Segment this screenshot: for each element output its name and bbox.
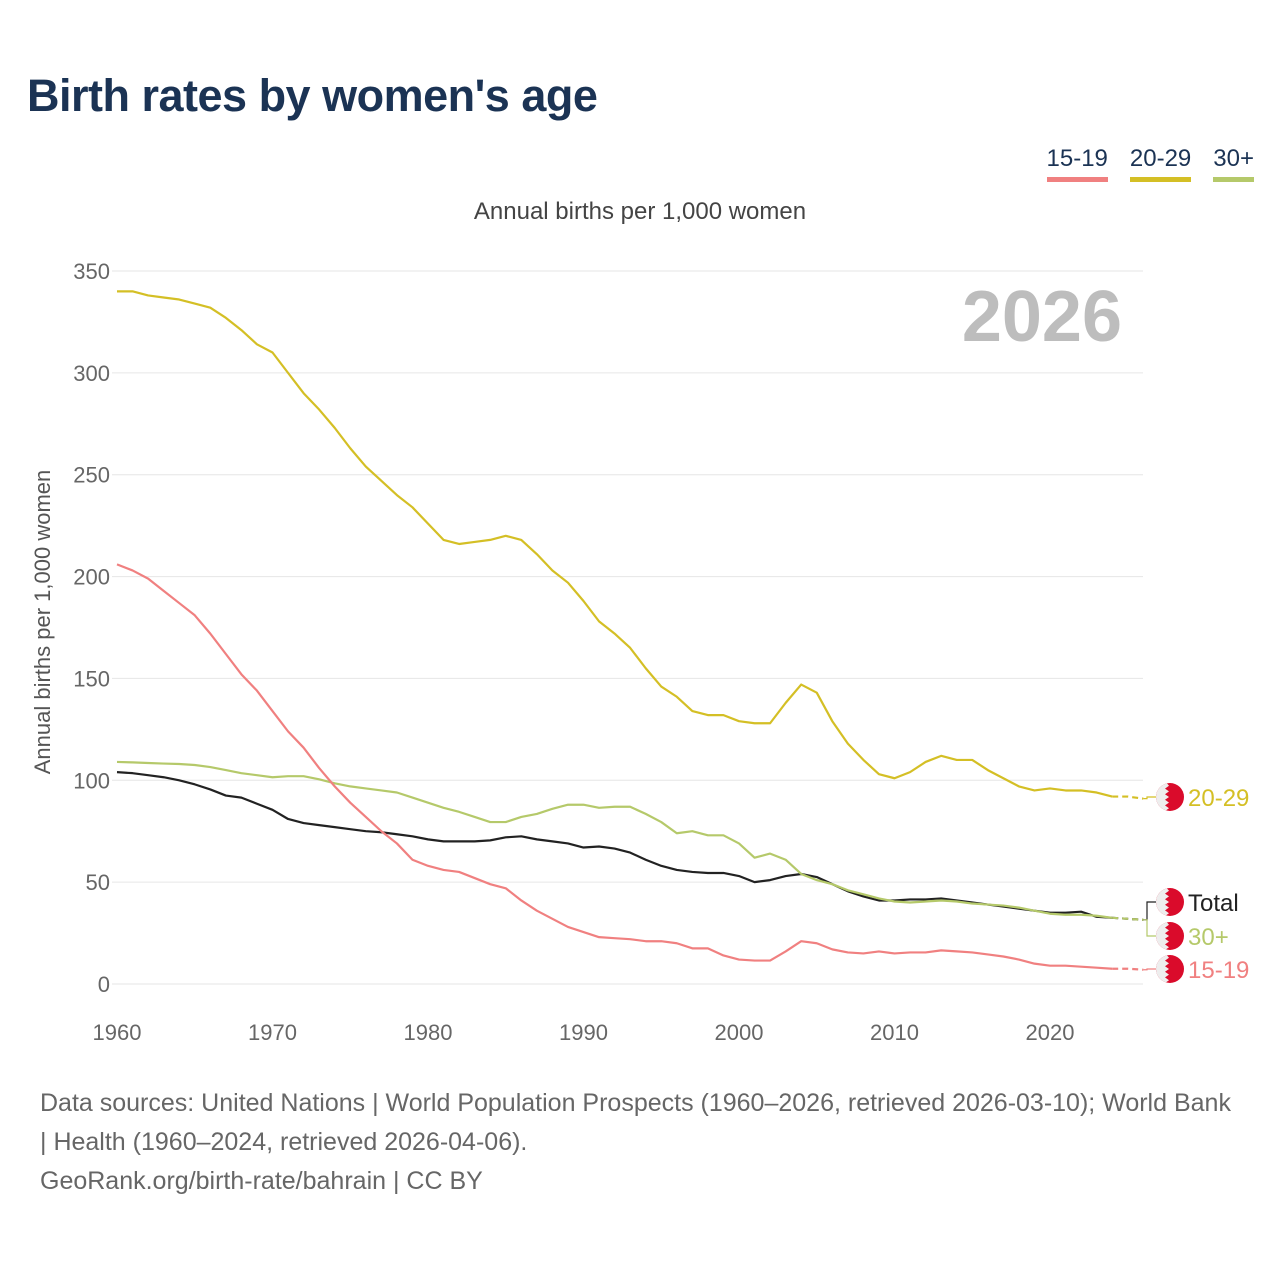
chart-subtitle: Annual births per 1,000 women — [473, 198, 807, 225]
connector-Total — [1143, 901, 1156, 921]
end-label-30+: 30+ — [1188, 924, 1229, 951]
y-axis-label: Annual births per 1,000 women — [30, 470, 55, 775]
footer: Data sources: United Nations | World Pop… — [40, 1084, 1240, 1201]
connector-20-29 — [1143, 796, 1156, 800]
flag-white-band — [1156, 922, 1169, 950]
series-line-15-19 — [116, 563, 1113, 970]
year-watermark: 2026 — [962, 277, 1122, 357]
flag-white-band — [1156, 783, 1169, 811]
x-tick-label: 1990 — [559, 1020, 608, 1045]
y-tick-label: 0 — [98, 972, 110, 997]
x-tick-label: 1960 — [93, 1020, 142, 1045]
connector-15-19 — [1143, 968, 1156, 971]
y-tick-label: 250 — [73, 463, 110, 488]
y-tick-label: 300 — [73, 361, 110, 386]
x-tick-label: 1980 — [404, 1020, 453, 1045]
legend-item-15-19[interactable]: 15-19 — [1046, 145, 1108, 182]
y-tick-label: 50 — [86, 870, 110, 895]
y-tick-label: 100 — [73, 768, 110, 793]
series-projection-15-19 — [1112, 967, 1144, 971]
series-projection-30+ — [1112, 916, 1144, 921]
y-tick-label: 200 — [73, 565, 110, 590]
x-tick-label: 2020 — [1026, 1020, 1075, 1045]
chart-title: Birth rates by women's age — [27, 70, 598, 121]
series-projection-20-29 — [1112, 795, 1144, 800]
y-tick-label: 150 — [73, 666, 110, 691]
connector-30+ — [1143, 919, 1156, 937]
series-line-Total — [116, 771, 1113, 919]
end-label-20-29: 20-29 — [1188, 785, 1249, 812]
x-tick-label: 2010 — [870, 1020, 919, 1045]
legend-item-30plus[interactable]: 30+ — [1213, 145, 1254, 182]
legend-item-20-29[interactable]: 20-29 — [1129, 145, 1192, 182]
end-label-15-19: 15-19 — [1188, 957, 1249, 984]
flag-white-band — [1156, 888, 1169, 916]
series-line-20-29 — [117, 290, 1113, 798]
series-line-30+ — [116, 760, 1113, 919]
data-sources: Data sources: United Nations | World Pop… — [40, 1089, 1231, 1156]
legend: 15-19 20-29 30+ — [1046, 145, 1254, 182]
x-tick-label: 2000 — [715, 1020, 764, 1045]
end-label-Total: Total — [1188, 890, 1239, 917]
x-tick-label: 1970 — [248, 1020, 297, 1045]
flag-white-band — [1156, 955, 1169, 983]
y-tick-label: 350 — [73, 259, 110, 284]
credit-link[interactable]: GeoRank.org/birth-rate/bahrain | CC BY — [40, 1167, 483, 1195]
